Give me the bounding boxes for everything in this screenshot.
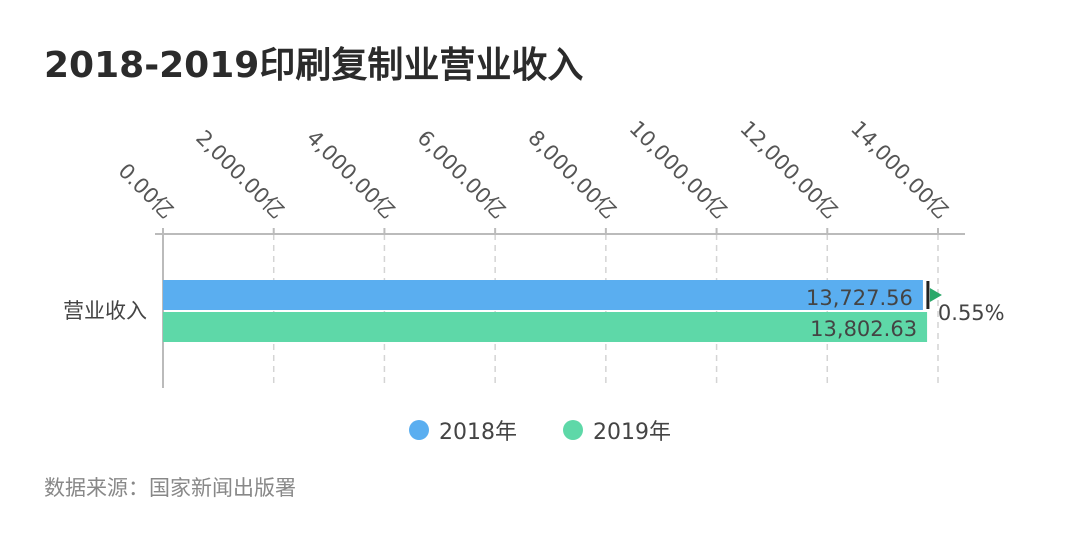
label-layer: 营业收入 13,727.56 13,802.63 0.55%	[63, 281, 1005, 341]
legend: 2018年 2019年	[0, 414, 1080, 446]
grid-layer	[272, 234, 939, 388]
legend-swatch-2019	[563, 420, 583, 440]
legend-item-2018[interactable]: 2018年	[409, 414, 517, 446]
x-tick-label: 0.00亿	[114, 159, 179, 224]
legend-label-2018: 2018年	[439, 420, 517, 445]
x-tick-label: 2,000.00亿	[191, 126, 289, 224]
category-label: 营业收入	[63, 299, 147, 323]
bar-layer	[163, 280, 928, 342]
chart-title: 2018-2019印刷复制业营业收入	[44, 45, 584, 86]
bar-2018年	[163, 280, 923, 310]
bar-value-label: 13,802.63	[810, 317, 917, 341]
bar-2019年	[163, 312, 928, 342]
legend-label-2019: 2019年	[593, 420, 671, 445]
axis-layer: 0.00亿 2,000.00亿 4,000.00亿 6,000.00亿 8,000.00…	[114, 116, 965, 388]
bar-value-label: 13,727.56	[806, 286, 913, 310]
x-tick-label: 12,000.00亿	[735, 116, 842, 223]
legend-swatch-2018	[409, 420, 429, 440]
x-tick-label: 14,000.00亿	[846, 116, 953, 223]
change-annotation: 0.55%	[938, 301, 1005, 325]
change-marker-arrow	[929, 288, 942, 302]
x-tick-label: 6,000.00亿	[413, 126, 511, 224]
x-tick-label: 10,000.00亿	[625, 116, 732, 223]
x-tick-label: 8,000.00亿	[523, 126, 621, 224]
x-tick-label: 4,000.00亿	[302, 126, 400, 224]
data-source-note: 数据来源：国家新闻出版署	[44, 476, 296, 500]
legend-item-2019[interactable]: 2019年	[563, 414, 671, 446]
